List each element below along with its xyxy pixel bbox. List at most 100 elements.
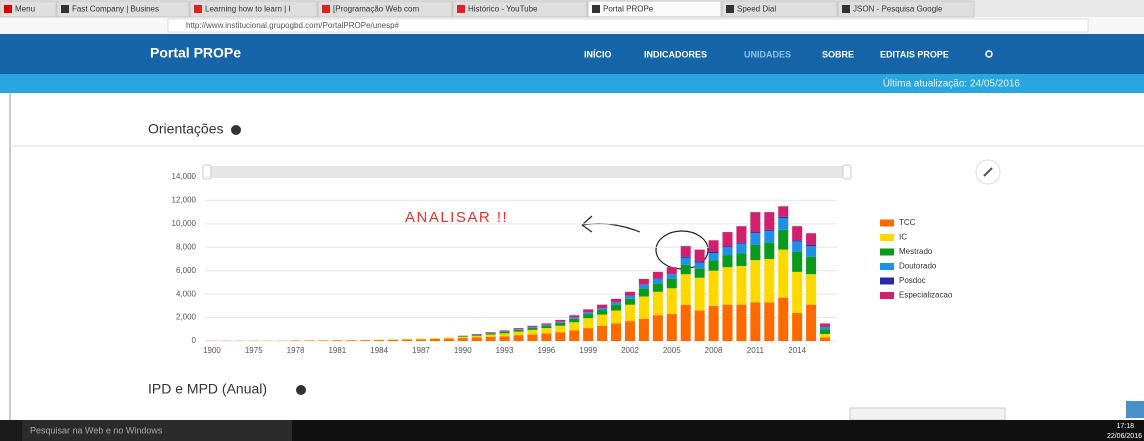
scroll-top[interactable]: [1126, 401, 1144, 418]
legend-swatch[interactable]: [880, 249, 894, 256]
start-button[interactable]: [0, 420, 22, 441]
bar-segment: [597, 308, 607, 310]
legend-label[interactable]: Doutorado: [899, 262, 937, 271]
bar-segment: [667, 274, 677, 275]
bar-segment: [709, 271, 719, 306]
help-icon[interactable]: [296, 385, 306, 395]
clock-time: 17:18: [1116, 423, 1134, 430]
bar-segment: [569, 330, 579, 341]
bar-segment: [625, 295, 635, 296]
nav-item[interactable]: EDITAIS PROPE: [880, 49, 949, 59]
bar-segment: [541, 333, 551, 341]
bar-segment: [541, 326, 551, 328]
bar-segment: [639, 296, 649, 318]
bar-segment: [709, 260, 719, 271]
y-tick-label: 0: [192, 336, 197, 345]
bar-segment: [750, 212, 760, 232]
x-tick-label: 1996: [537, 346, 555, 355]
bar-segment: [667, 274, 677, 279]
bar-segment: [806, 257, 816, 275]
bar-segment: [569, 317, 579, 318]
bar-segment: [527, 335, 537, 341]
bar-segment: [583, 312, 593, 314]
bar-segment: [458, 337, 468, 338]
bar-segment: [625, 299, 635, 305]
bar-segment: [500, 336, 510, 341]
nav-item[interactable]: UNIDADES: [744, 49, 791, 59]
bar-segment: [597, 315, 607, 326]
x-tick-label: 1900: [203, 346, 221, 355]
nav-item[interactable]: INÍCIO: [584, 49, 612, 59]
bar-segment: [709, 240, 719, 252]
bar-segment: [388, 340, 398, 341]
bar-segment: [555, 322, 565, 323]
y-tick-label: 12,000: [172, 196, 197, 205]
bar-segment: [667, 288, 677, 314]
bar-segment: [764, 302, 774, 341]
help-icon[interactable]: [231, 125, 241, 135]
bar-segment: [472, 335, 482, 336]
tab-title: JSON - Pesquisa Google: [853, 5, 943, 14]
bar-segment: [653, 315, 663, 341]
range-handle[interactable]: [843, 165, 851, 179]
range-selector[interactable]: [207, 166, 847, 178]
bar-segment: [583, 328, 593, 341]
bar-segment: [709, 252, 719, 253]
legend-label[interactable]: Posdoc: [899, 276, 926, 285]
legend-swatch[interactable]: [880, 278, 894, 285]
bar-segment: [430, 339, 440, 341]
bar-segment: [736, 305, 746, 341]
bar-segment: [458, 336, 468, 337]
bar-segment: [806, 246, 816, 257]
bar-segment: [750, 233, 760, 245]
bar-segment: [625, 305, 635, 321]
legend-label[interactable]: Especializacao: [899, 291, 953, 300]
bar-segment: [653, 292, 663, 315]
bar-segment: [709, 253, 719, 260]
bar-segment: [806, 274, 816, 304]
y-tick-label: 14,000: [172, 172, 197, 181]
brand[interactable]: Portal PROPe: [150, 45, 241, 61]
bar-segment: [695, 263, 705, 269]
bar-segment: [332, 340, 342, 341]
bar-segment: [750, 260, 760, 302]
bar-segment: [611, 299, 621, 303]
legend-label[interactable]: Mestrado: [899, 247, 933, 256]
bar-segment: [764, 230, 774, 231]
bar-segment: [569, 322, 579, 330]
bar-segment: [778, 230, 788, 250]
tab-icon: [61, 5, 69, 13]
bar-segment: [541, 323, 551, 324]
legend-label[interactable]: IC: [899, 233, 907, 242]
legend-swatch[interactable]: [880, 234, 894, 241]
bar-segment: [555, 332, 565, 341]
nav-item[interactable]: SOBRE: [822, 49, 854, 59]
screen: http://www.institucional.grupogbd.com/Po…: [0, 0, 1144, 441]
bar-segment: [527, 327, 537, 328]
tab-icon: [194, 5, 202, 13]
bar-segment: [792, 252, 802, 272]
x-tick-label: 2008: [705, 346, 723, 355]
bar-segment: [750, 302, 760, 341]
bar-segment: [792, 240, 802, 241]
tab-title: [Programação Web com: [333, 5, 419, 14]
bar-segment: [639, 284, 649, 285]
x-tick-label: 2014: [788, 346, 806, 355]
bar-segment: [513, 335, 523, 341]
bar-segment: [402, 340, 412, 341]
legend-swatch[interactable]: [880, 220, 894, 227]
bar-segment: [778, 218, 788, 230]
x-tick-label: 1981: [328, 346, 346, 355]
bar-segment: [667, 267, 677, 273]
legend-swatch[interactable]: [880, 292, 894, 299]
legend-label[interactable]: TCC: [899, 218, 916, 227]
legend-swatch[interactable]: [880, 263, 894, 270]
bar-segment: [513, 332, 523, 336]
bar-segment: [639, 285, 649, 289]
bar-segment: [374, 340, 384, 341]
nav-item[interactable]: INDICADORES: [644, 49, 707, 59]
bar-segment: [722, 255, 732, 267]
bar-segment: [611, 302, 621, 304]
bar-segment: [555, 323, 565, 326]
bar-segment: [695, 278, 705, 311]
